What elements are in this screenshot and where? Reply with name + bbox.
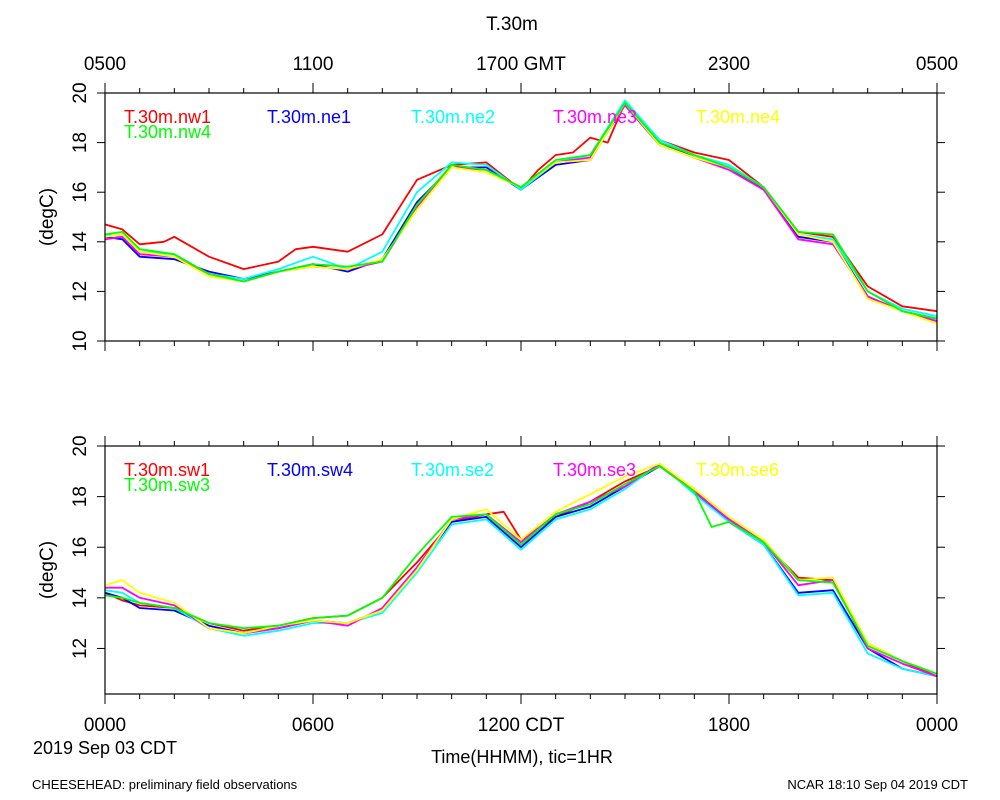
legend-entry: T.30m.sw4 [267,460,353,480]
y-tick-label: 16 [70,182,91,203]
top-axis-tick-labels: 0500 1100 1700 GMT 2300 0500 [84,54,958,75]
y-tick-label: 18 [70,486,91,507]
series-line-T.30m.ne3 [105,104,937,323]
y-tick-label: 12 [70,281,91,302]
bottom-axis-tick-labels: 0000 0600 1200 CDT 1800 0000 [84,715,958,736]
bottom-tick-label: 0000 [84,715,126,736]
x-axis-label: Time(HHMM), tic=1HR [431,747,613,767]
legend-entry: T.30m.sw3 [124,475,210,495]
date-label: 2019 Sep 03 CDT [33,738,177,758]
bottom-tick-label: 1800 [708,715,750,736]
y-axis-label: (degC) [37,541,58,599]
series-line-T.30m.se3 [105,462,937,678]
series-line-T.30m.sw3 [105,465,937,675]
top-tick-label: 0500 [916,54,958,75]
series-line-T.30m.se6 [105,462,937,675]
series-line-T.30m.sw1 [105,465,937,678]
bottom-tick-label: 1200 CDT [478,715,565,736]
y-tick-label: 16 [70,537,91,558]
y-tick-label: 12 [70,638,91,659]
y-tick-label: 18 [70,132,91,153]
panel-top: 10 12 14 16 18 20 (degC) T.30m.nw1 T.30m.ne1 T.30… [37,82,945,352]
footer-left: CHEESEHEAD: preliminary field observatio… [32,777,298,792]
chart-panels: 10 12 14 16 18 20 (degC) T.30m.nw1 T.30m.ne1 T.30… [37,82,945,704]
y-axis-label: (degC) [37,188,58,246]
legend-entry: T.30m.ne2 [411,107,495,127]
y-tick-label: 14 [70,231,91,253]
panel-bottom: 12 14 16 18 20 (degC) T.30m.sw1 T.30m.sw4 T.30m.… [37,435,945,704]
series-lines [105,99,937,325]
series-lines [105,462,937,678]
footer-right: NCAR 18:10 Sep 04 2019 CDT [787,777,968,792]
legend-entry: T.30m.sw1 [124,460,210,480]
plot-frame [104,92,938,342]
legend-entry: T.30m.se6 [696,460,779,480]
y-tick-label: 20 [70,82,91,103]
series-line-T.30m.nw4 [105,102,937,320]
legend-entry: T.30m.ne3 [553,107,637,127]
y-tick-label: 10 [70,330,91,351]
y-tick-label: 14 [70,587,91,609]
plot-frame [104,445,938,695]
top-tick-label: 1700 GMT [476,54,566,75]
series-line-T.30m.ne4 [105,102,937,325]
y-tick-label: 20 [70,435,91,456]
top-tick-label: 1100 [293,54,334,75]
series-line-T.30m.ne2 [105,99,937,318]
series-line-T.30m.ne1 [105,102,937,320]
legend-entry: T.30m.nw4 [124,122,211,142]
legend-entry: T.30m.ne4 [696,107,780,127]
bottom-tick-label: 0000 [916,715,958,736]
legend-entry: T.30m.ne1 [267,107,351,127]
legend-entry: T.30m.se3 [553,460,636,480]
legend-entry: T.30m.nw1 [124,107,211,127]
top-tick-label: 2300 [708,54,750,75]
bottom-tick-label: 0600 [292,715,334,736]
chart-title: T.30m [486,14,538,35]
series-line-T.30m.sw4 [105,465,937,678]
series-line-T.30m.se2 [105,462,937,678]
legend-entry: T.30m.se2 [411,460,494,480]
top-tick-label: 0500 [84,54,126,75]
